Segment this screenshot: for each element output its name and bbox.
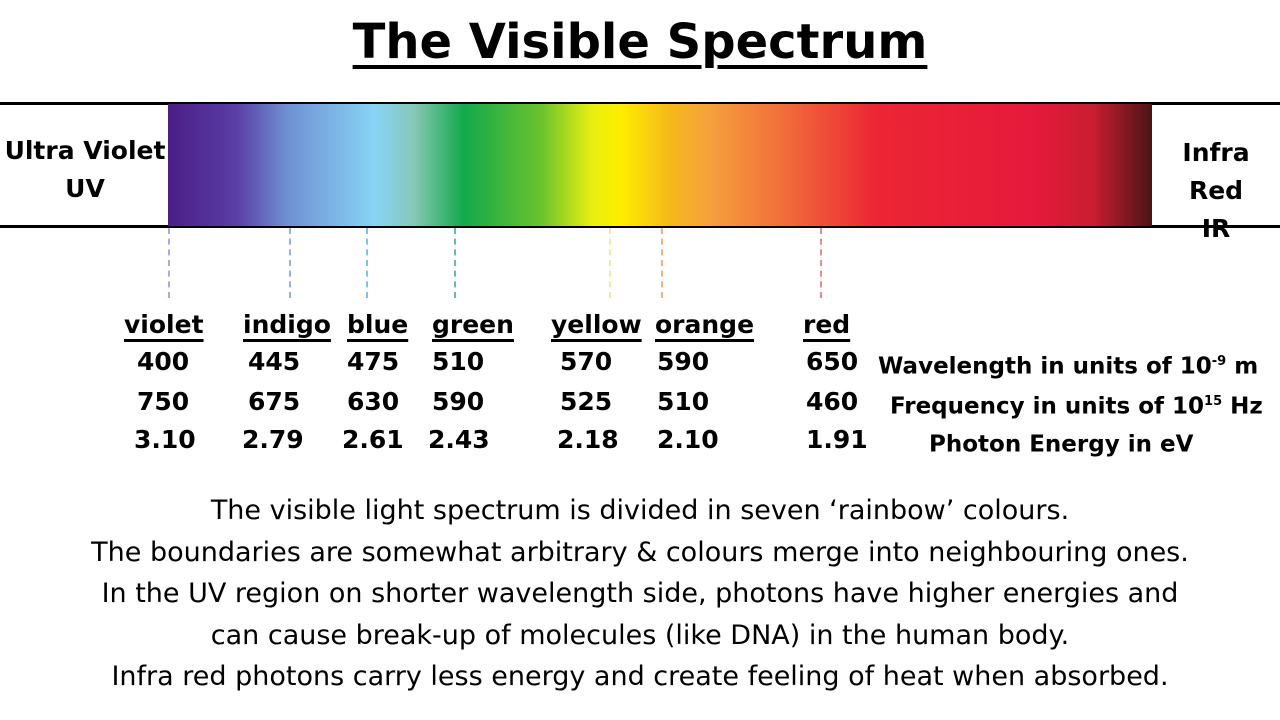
uv-label: Ultra Violet UV [4, 136, 166, 203]
marker-red [820, 228, 822, 298]
value-cell: 675 [248, 387, 301, 416]
value-cell: 650 [806, 347, 859, 376]
value-cell: 445 [248, 347, 301, 376]
value-cell: 1.91 [806, 425, 868, 454]
marker-blue [366, 228, 368, 298]
page-title: The Visible Spectrum [352, 14, 928, 70]
color-name-violet: violet [124, 310, 204, 339]
value-cell: 590 [432, 387, 485, 416]
value-cell: 2.61 [342, 425, 404, 454]
band-bottom-border [0, 225, 1280, 228]
value-cell: 510 [432, 347, 485, 376]
color-name-red: red [803, 310, 851, 339]
ir-label: Infra Red IR [1182, 138, 1250, 243]
value-cell: 2.43 [428, 425, 490, 454]
value-cell: 510 [657, 387, 710, 416]
value-cell: 570 [560, 347, 613, 376]
description-line: In the UV region on shorter wavelength s… [101, 578, 1179, 609]
marker-indigo [289, 228, 291, 298]
value-cell: 590 [657, 347, 710, 376]
value-cell: 750 [137, 387, 190, 416]
color-name-green: green [432, 310, 514, 339]
color-name-orange: orange [655, 310, 755, 339]
value-cell: 400 [137, 347, 190, 376]
band-top-border [0, 102, 1280, 105]
value-cell: 2.10 [657, 425, 719, 454]
color-name-indigo: indigo [243, 310, 331, 339]
marker-green [454, 228, 456, 298]
value-cell: 630 [347, 387, 400, 416]
description-line: can cause break-up of molecules (like DN… [210, 619, 1070, 651]
marker-orange [661, 228, 663, 298]
value-cell: 2.79 [242, 425, 304, 454]
color-name-blue: blue [347, 310, 409, 339]
color-name-yellow: yellow [551, 310, 642, 339]
value-cell: 475 [347, 347, 400, 376]
row-label-frequency: Frequency in units of 1015 Hz [890, 393, 1263, 420]
row-label-photon-energy: Photon Energy in eV [929, 431, 1194, 458]
description-line: The visible light spectrum is divided in… [210, 495, 1070, 526]
value-cell: 460 [806, 387, 859, 416]
marker-yellow [609, 228, 611, 298]
description-line: Infra red photons carry less energy and … [111, 661, 1169, 692]
value-cell: 525 [560, 387, 613, 416]
description-paragraph: The visible light spectrum is divided in… [0, 490, 1280, 698]
value-cell: 2.18 [557, 425, 619, 454]
visible-spectrum-gradient [168, 104, 1152, 226]
value-cell: 3.10 [134, 425, 196, 454]
row-label-wavelength: Wavelength in units of 10-9 m [878, 353, 1259, 380]
description-line: The boundaries are somewhat arbitrary & … [91, 536, 1189, 568]
marker-violet [168, 228, 170, 298]
